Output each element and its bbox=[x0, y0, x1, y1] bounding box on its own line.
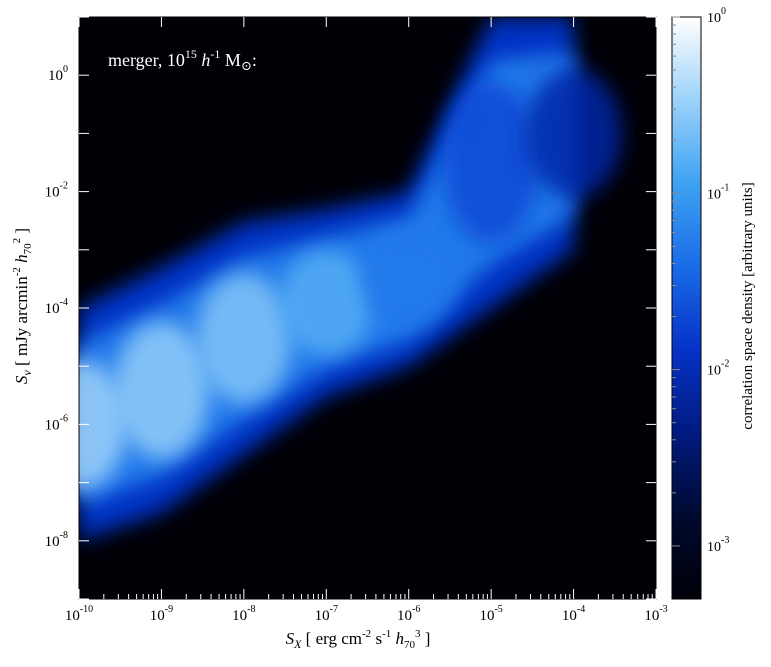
colorbar bbox=[671, 16, 702, 600]
density-ridge-point bbox=[360, 230, 457, 328]
density-ridge-point bbox=[443, 81, 540, 244]
y-tick-label: 10-6 bbox=[45, 413, 68, 433]
y-axis-label: Sν [ mJy arcmin-2 h702 ] bbox=[11, 228, 34, 384]
y-tick-label: 10-4 bbox=[45, 297, 68, 317]
x-tick-label: 10-5 bbox=[479, 604, 502, 624]
density-ridge-point bbox=[113, 321, 210, 459]
y-axis-ticks: 10-8 10-6 10-4 10-2 100 bbox=[45, 16, 656, 600]
y-tick-label: 100 bbox=[48, 64, 68, 84]
x-axis-label: SX [ erg cm-2 s-1 h703 ] bbox=[286, 628, 431, 651]
x-tick-label: 10-9 bbox=[150, 604, 173, 624]
colorbar-tick-label: 10-1 bbox=[707, 182, 729, 202]
density-ridge-point bbox=[278, 250, 375, 356]
colorbar-tick-label: 10-2 bbox=[707, 359, 729, 379]
x-tick-label: 10-8 bbox=[232, 604, 255, 624]
x-axis-ticks: 10-10 10-9 10-8 10-7 10-6 10-5 10-4 10-3 bbox=[65, 17, 668, 624]
x-tick-label: 10-7 bbox=[315, 604, 338, 624]
y-tick-label: 10-2 bbox=[45, 181, 68, 201]
colorbar-tick-label: 10-3 bbox=[707, 535, 729, 555]
x-tick-label: 10-3 bbox=[644, 604, 667, 624]
x-tick-label: 10-6 bbox=[397, 604, 420, 624]
x-tick-label: 10-10 bbox=[65, 604, 93, 624]
density-ridge-point bbox=[525, 68, 622, 199]
annotation: merger, 1015 h-1 M⊙: bbox=[108, 47, 257, 73]
x-tick-label: 10-4 bbox=[562, 604, 585, 624]
colorbar-tick-label: 100 bbox=[707, 6, 726, 26]
density-ridge-point bbox=[195, 273, 292, 404]
density-map bbox=[79, 17, 622, 541]
y-tick-label: 10-8 bbox=[45, 530, 68, 550]
colorbar-label: correlation space density [arbitrary uni… bbox=[740, 182, 756, 429]
colorbar-ticks: 10-3 10-2 10-1 100 bbox=[672, 6, 729, 555]
